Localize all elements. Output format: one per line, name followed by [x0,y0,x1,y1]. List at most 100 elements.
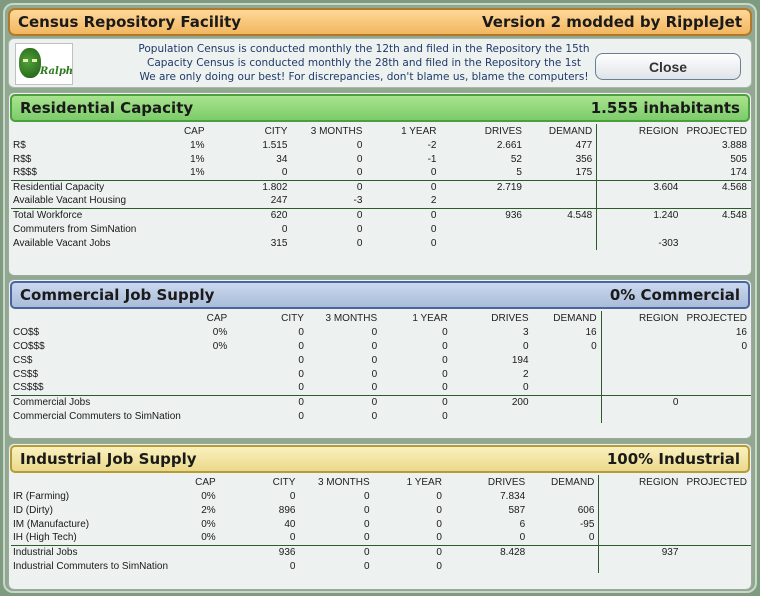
cell-region [600,409,683,423]
cell-demand [525,179,597,194]
cell-city: 0 [289,532,296,544]
cell-proj [682,489,751,503]
cell-m3: 0 [299,544,374,559]
cell-region [596,138,683,152]
table-row: Total Workforce 620 0 0 936 4.548 1.240 4.548 [11,207,751,222]
cell-m3: 0 [356,167,363,179]
cell-m3: 0 [291,207,367,222]
cell-y1: 0 [442,340,448,352]
cell-city: 896 [278,504,296,516]
column-header: 1 YEAR [412,312,448,324]
cell-y1: 0 [442,382,448,394]
cell-m3: 0 [356,223,363,235]
column-header: 1 YEAR [406,476,442,488]
cell-city: 620 [208,207,292,222]
cell-city: 0 [231,394,308,409]
notice-line: We are only doing our best! For discrepa… [139,71,589,83]
cell-m3: 0 [364,518,370,530]
table-row: IR (Farming) 0% 0 0 0 7.834 [11,489,751,503]
cell-city: 0 [298,368,304,380]
logo-signature: Ralphael [40,66,73,77]
cell-demand [526,194,597,208]
cell-proj: 3.888 [721,139,747,151]
column-header: DRIVES [491,312,529,324]
cell-city: 247 [270,195,288,207]
cell-cap [185,381,231,395]
cell-y1: -1 [427,153,437,165]
cell-cap [185,353,231,367]
cell-proj [682,353,751,367]
cell-y1: 0 [430,167,437,179]
column-header: 3 MONTHS [317,476,370,488]
column-header: CAP [183,125,205,137]
eye-icon [32,59,37,62]
cell-proj: 174 [730,167,747,179]
version-label: Version 2 modded by RippleJet [482,13,742,31]
header-blank [11,311,185,325]
column-header: DRIVES [487,476,526,488]
cell-region: -303 [596,236,683,250]
header-row: CAP CITY 3 MONTHS 1 YEAR DRIVES DEMAND REGION P… [11,475,751,489]
table-row: Available Vacant Jobs 315 0 0 -303 [11,236,751,250]
section-summary: 0% Commercial [609,286,740,304]
cell-demand: 16 [585,326,597,338]
cell-drives [446,559,529,573]
cell-cap [160,222,209,236]
cell-city: 0 [289,490,296,502]
column-header: REGION [598,475,683,489]
cell-cap: 1% [190,139,205,151]
cell-proj: 505 [730,153,747,165]
section-title: Residential Capacity [20,99,194,117]
table-row: R$$$ 1% 0 0 0 5 175 174 [11,166,751,180]
column-header: CITY [281,312,304,324]
section-title: Industrial Job Supply [20,450,197,468]
cell-demand: 175 [575,167,593,179]
cell-drives: 587 [508,504,526,516]
notice-line: Population Census is conducted monthly t… [138,43,590,55]
commercial-section: Commercial Job Supply 0% Commercial CAP C… [8,279,752,439]
row-label: Industrial Jobs [11,544,173,559]
cell-city: 0 [298,340,304,352]
residential-table: CAP CITY 3 MONTHS 1 YEAR DRIVES DEMAND REGION P… [11,124,751,250]
row-label: R$$$ [13,167,37,179]
cell-proj [682,517,751,531]
cell-cap: 2% [201,504,216,516]
cell-drives: 3 [522,326,529,338]
cell-region: 0 [600,394,683,409]
cell-m3: 0 [307,394,382,409]
column-header: REGION [596,124,683,138]
cell-proj [682,381,751,395]
industrial-table: CAP CITY 3 MONTHS 1 YEAR DRIVES DEMAND REGION P… [11,475,751,573]
cell-cap: 1% [190,167,205,179]
row-label: CS$ [13,354,33,366]
cell-demand [526,222,597,236]
cell-y1: 0 [436,532,442,544]
cell-cap: 0% [201,532,216,544]
close-button[interactable]: Close [595,53,741,80]
cell-demand [529,489,599,503]
cell-cap: 1% [190,153,205,165]
cell-drives: 0 [522,340,529,352]
cell-region [598,531,683,545]
cell-region [596,222,683,236]
row-label: IM (Manufacture) [13,518,90,530]
census-notice: Population Census is conducted monthly t… [129,42,599,84]
header-blank [11,475,172,489]
table-row: CS$ 0 0 0 194 [11,353,751,367]
cell-demand [533,367,602,381]
column-header: 1 YEAR [401,125,437,137]
cell-y1: 0 [436,518,442,530]
cell-demand [533,381,602,395]
cell-cap: 0% [212,340,228,352]
cell-m3: 0 [364,504,370,516]
cell-region [600,367,683,381]
cell-city: 0 [298,410,304,422]
cell-drives [440,236,525,250]
cell-region: 937 [598,544,683,559]
row-label: Industrial Commuters to SimNation [13,560,169,572]
cell-m3: 0 [356,153,363,165]
column-header: CITY [272,476,296,488]
cell-m3: 0 [371,354,378,366]
cell-y1: 0 [381,394,452,409]
cell-proj: 0 [741,340,747,352]
